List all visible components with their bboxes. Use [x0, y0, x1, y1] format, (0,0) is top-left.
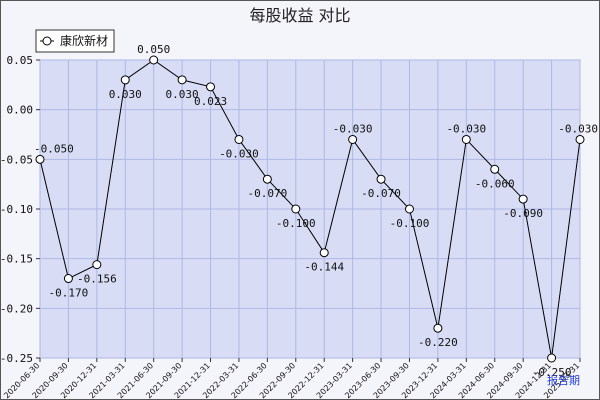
data-point — [234, 134, 244, 144]
data-label: -0.156 — [77, 273, 117, 286]
y-tick-label: 0.05 — [7, 54, 34, 67]
data-label: -0.030 — [558, 122, 598, 135]
y-tick-label: -0.25 — [0, 352, 33, 365]
x-axis: 2020-06-302020-09-302020-12-312021-03-31… — [2, 358, 581, 400]
grid-lines — [39, 59, 581, 359]
data-label: -0.030 — [333, 122, 373, 135]
data-label: -0.050 — [34, 142, 74, 155]
data-label: -0.070 — [361, 187, 401, 200]
data-label: -0.030 — [446, 122, 486, 135]
data-label: -0.170 — [49, 287, 89, 300]
data-point — [149, 55, 159, 65]
data-point — [461, 134, 471, 144]
legend-box — [35, 29, 115, 53]
data-point — [35, 154, 45, 164]
data-point — [120, 75, 130, 85]
data-label: 0.023 — [194, 95, 227, 108]
data-label: 0.030 — [166, 88, 199, 101]
data-point — [376, 174, 386, 184]
chart-title: 每股收益 对比 — [249, 6, 350, 25]
y-tick-label: -0.20 — [0, 302, 33, 315]
data-label: -0.220 — [418, 336, 458, 349]
y-tick-label: -0.05 — [0, 153, 33, 166]
legend-label: 康欣新材 — [60, 33, 108, 48]
data-point — [490, 164, 500, 174]
data-point — [575, 134, 585, 144]
data-label: -0.100 — [276, 217, 316, 230]
data-point — [518, 194, 528, 204]
y-axis: 0.05 0.00 -0.05 -0.10 -0.15 -0.20 -0.25 — [0, 54, 40, 365]
data-point — [262, 174, 272, 184]
legend: 康欣新材 — [35, 29, 115, 53]
series-line — [35, 55, 585, 363]
data-point — [433, 323, 443, 333]
y-tick-label: 0.00 — [7, 104, 34, 117]
data-label: 0.030 — [109, 88, 142, 101]
data-label: -0.060 — [475, 177, 515, 190]
data-point — [63, 274, 73, 284]
series-polyline — [39, 59, 581, 359]
y-tick-label: -0.10 — [0, 203, 33, 216]
data-point — [348, 134, 358, 144]
y-tick-label: -0.15 — [0, 253, 33, 266]
data-point — [177, 75, 187, 85]
data-label: -0.100 — [390, 217, 430, 230]
legend-marker — [42, 36, 52, 46]
data-point — [404, 204, 414, 214]
data-label: -0.250 — [532, 366, 572, 379]
data-point — [206, 82, 216, 92]
data-point — [319, 248, 329, 258]
data-label: 0.050 — [137, 43, 170, 56]
data-point — [547, 353, 557, 363]
data-labels: -0.050-0.170-0.1560.0300.0500.0300.023-0… — [34, 43, 598, 379]
data-label: -0.070 — [247, 187, 287, 200]
data-point — [92, 260, 102, 270]
corner-label: 报告期 — [547, 373, 580, 387]
data-point — [291, 204, 301, 214]
data-label: -0.030 — [219, 147, 259, 160]
data-label: -0.144 — [304, 261, 344, 274]
data-label: -0.090 — [503, 207, 543, 220]
